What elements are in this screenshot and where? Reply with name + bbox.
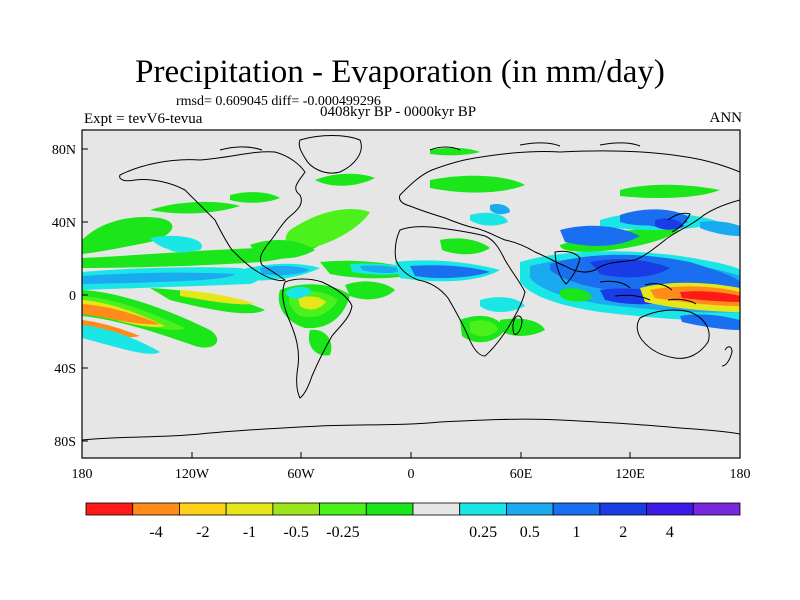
field-patch [285, 209, 370, 250]
field-patch [308, 329, 332, 356]
coastline-africa [394, 226, 526, 357]
field-patch [160, 238, 191, 253]
lat-axis: 80N 40N 0 40S 80S [52, 143, 88, 450]
lon-label: 120W [175, 467, 210, 482]
field-patch [680, 291, 740, 302]
field-patch [345, 281, 395, 300]
field-patch [260, 265, 310, 276]
experiment-label: Expt = tevV6-tevua [84, 111, 203, 127]
colorbar-swatch [506, 502, 554, 516]
field-layer [82, 147, 740, 356]
field-patch [180, 290, 255, 305]
colorbar-label: -4 [149, 524, 162, 541]
colorbar-swatch [646, 502, 694, 516]
field-patch [230, 192, 280, 203]
colorbar-swatch [272, 502, 320, 516]
coastline-new-zealand [721, 346, 733, 367]
field-patch [700, 221, 740, 236]
coastline-antarctica [82, 418, 740, 441]
coastline-eurasia [399, 150, 740, 273]
colorbar-label: -0.5 [284, 524, 309, 541]
field-patch [285, 286, 312, 299]
colorbar-swatch [599, 502, 647, 516]
field-patch [560, 288, 592, 302]
stats-label: rmsd= 0.609045 diff= -0.000499296 [176, 94, 381, 109]
coastline-india [554, 250, 581, 285]
field-patch [298, 296, 326, 310]
field-patch [82, 304, 160, 325]
lon-label: 60W [287, 467, 315, 482]
field-patch [360, 265, 405, 273]
field-patch [440, 238, 490, 255]
colorbar-swatch [412, 502, 461, 516]
field-patch [315, 173, 375, 186]
colorbar-label: -1 [243, 524, 256, 541]
colorbar-swatch [552, 502, 601, 516]
season-label: ANN [709, 110, 743, 126]
field-patch [150, 288, 265, 314]
field-patch [470, 212, 508, 226]
lon-label: 60E [510, 467, 533, 482]
lat-label: 40S [54, 362, 76, 377]
lon-label: 0 [408, 467, 415, 482]
field-patch [82, 272, 235, 284]
colorbar-swatch [85, 502, 134, 516]
lon-label: 180 [72, 467, 93, 482]
colorbar-swatch [692, 502, 741, 516]
field-patch [82, 216, 173, 254]
coastline-greenland [298, 135, 362, 174]
field-patch [82, 325, 160, 354]
field-patch [410, 265, 490, 279]
colorbar-swatch [459, 502, 507, 516]
field-patch [560, 225, 640, 246]
coastline-madagascar [512, 315, 523, 335]
field-patch [470, 320, 498, 337]
coastline-south-america [282, 278, 353, 399]
coastlines [82, 135, 740, 441]
field-patch [82, 232, 335, 268]
field-patch [430, 147, 480, 156]
field-patch [480, 297, 525, 312]
lat-label: 80S [54, 435, 76, 450]
lon-label: 120E [615, 467, 645, 482]
colorbar-swatch [319, 502, 367, 516]
lat-label: 40N [52, 216, 76, 231]
coastline-australia [636, 309, 710, 359]
colorbar: -4 -2 -1 -0.5 -0.25 0.25 0.5 1 2 4 [85, 502, 741, 541]
field-patch [655, 218, 684, 230]
colorbar-swatch [179, 502, 227, 516]
lat-label: 80N [52, 143, 76, 158]
colorbar-swatch [365, 502, 414, 516]
field-patch [430, 175, 525, 193]
colorbar-label: -0.25 [326, 524, 359, 541]
colorbar-label: 0.25 [469, 524, 497, 541]
lon-label: 180 [730, 467, 751, 482]
coastline-maritime [599, 280, 697, 305]
coastline-arctic [219, 142, 641, 151]
page-title: Precipitation - Evaporation (in mm/day) [135, 54, 665, 90]
field-patch [82, 320, 140, 338]
coastline-japan [667, 212, 691, 233]
period-label: 0408kyr BP - 0000kyr BP [320, 104, 477, 120]
colorbar-swatch [225, 502, 274, 516]
colorbar-label: 4 [666, 524, 674, 541]
field-patch [490, 203, 510, 215]
field-patch [150, 201, 240, 214]
field-patch [620, 184, 720, 198]
colorbar-label: 2 [619, 524, 627, 541]
coastline-north-america [119, 151, 306, 281]
colorbar-label: 0.5 [520, 524, 540, 541]
colorbar-label: 1 [573, 524, 581, 541]
field-patch [680, 314, 740, 330]
lon-axis: 180 120W 60W 0 60E 120E 180 [72, 452, 751, 482]
field-patch [250, 239, 315, 259]
colorbar-label: -2 [196, 524, 209, 541]
colorbar-swatch [132, 502, 180, 516]
lat-label: 0 [69, 289, 76, 304]
